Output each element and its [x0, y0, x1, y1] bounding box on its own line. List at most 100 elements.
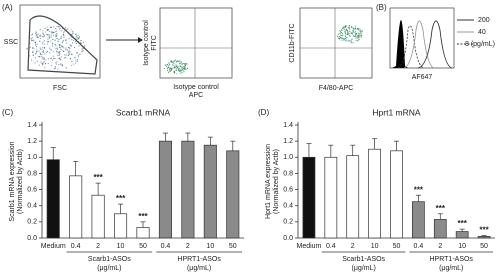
event-dot: [340, 35, 342, 37]
event-dot: [65, 54, 67, 56]
event-dot: [39, 29, 41, 31]
event-dot: [42, 62, 44, 64]
significance: ***: [138, 212, 148, 221]
event-dot: [181, 69, 183, 72]
event-dot: [352, 31, 355, 33]
event-dot: [352, 34, 355, 37]
event-dot: [67, 52, 70, 54]
event-dot: [65, 47, 67, 49]
event-dot: [39, 52, 41, 54]
event-dot: [53, 26, 55, 28]
event-dot: [355, 37, 357, 39]
event-dot: [168, 63, 171, 66]
event-dot: [62, 40, 64, 42]
group-unit: (μg/mL): [187, 265, 211, 272]
event-dot: [47, 62, 49, 65]
event-dot: [56, 61, 58, 63]
event-dot: [341, 37, 343, 39]
event-dot: [180, 70, 182, 72]
event-dot: [168, 70, 171, 73]
event-dot: [339, 30, 341, 32]
x-tick-label: 2: [96, 243, 100, 250]
significance: ***: [479, 226, 489, 235]
panel-label: (C): [2, 108, 13, 117]
event-dot: [35, 33, 38, 36]
event-dot: [74, 56, 76, 59]
event-dot: [338, 35, 341, 38]
event-dot: [344, 35, 347, 37]
event-dot: [35, 35, 37, 37]
y-tick-label: 0.6: [283, 186, 293, 193]
event-dot: [29, 46, 31, 49]
event-dot: [42, 51, 44, 53]
event-dot: [50, 35, 52, 37]
event-dot: [76, 52, 79, 54]
event-dot: [56, 30, 58, 32]
event-dot: [26, 48, 28, 50]
event-dot: [56, 51, 59, 53]
event-dot: [66, 49, 68, 51]
event-dot: [72, 39, 75, 42]
event-dot: [344, 40, 346, 42]
axis-label: CD11b-FITC: [289, 23, 296, 62]
group-label: HPRT1-ASOs: [177, 256, 221, 263]
arrow-head: [138, 37, 143, 43]
event-dot: [50, 40, 52, 42]
event-dot: [63, 34, 65, 36]
event-dot: [69, 51, 71, 53]
y-axis-label: (Normalized by Actb): [273, 149, 280, 214]
y-tick-label: 0.4: [27, 203, 37, 210]
event-dot: [68, 38, 70, 40]
y-tick-label: 0.0: [283, 235, 293, 242]
event-dot: [45, 52, 48, 54]
event-dot: [178, 71, 181, 73]
event-dot: [358, 33, 360, 35]
event-dot: [182, 70, 184, 72]
event-dot: [42, 30, 44, 32]
group-unit: (μg/mL): [97, 265, 121, 272]
x-tick-label: 2: [351, 243, 355, 250]
event-dot: [46, 43, 48, 45]
x-tick-label: 10: [371, 243, 379, 250]
event-dot: [52, 55, 55, 57]
event-dot: [40, 61, 42, 63]
event-dot: [175, 64, 177, 66]
event-dot: [359, 35, 361, 37]
event-dot: [69, 48, 71, 50]
event-dot: [60, 44, 62, 46]
event-dot: [171, 67, 173, 69]
legend-label: 40: [478, 29, 486, 36]
event-dot: [344, 25, 346, 28]
event-dot: [46, 50, 48, 53]
event-dot: [37, 33, 39, 35]
event-dot: [338, 33, 340, 35]
event-dot: [355, 33, 358, 35]
event-dot: [82, 41, 85, 43]
event-dot: [348, 33, 350, 35]
event-dot: [50, 31, 52, 33]
event-dot: [178, 67, 180, 69]
event-dot: [184, 67, 186, 69]
y-axis-label: Hprt1 mRNA expression: [265, 144, 272, 219]
event-dot: [57, 68, 59, 70]
event-dot: [346, 40, 348, 42]
event-dot: [343, 28, 345, 30]
event-dot: [186, 67, 189, 69]
event-dot: [65, 40, 67, 42]
event-dot: [178, 65, 180, 67]
event-dot: [32, 51, 34, 54]
event-dot: [345, 29, 347, 31]
event-dot: [40, 35, 42, 37]
event-dot: [354, 27, 356, 29]
bar: [346, 155, 360, 239]
event-dot: [51, 43, 53, 45]
event-dot: [47, 58, 49, 60]
event-dot: [350, 39, 352, 41]
event-dot: [57, 63, 60, 66]
event-dot: [49, 52, 51, 54]
event-dot: [352, 27, 354, 29]
chart-title: Hprt1 mRNA: [372, 107, 421, 117]
event-dot: [47, 40, 49, 43]
event-dot: [180, 61, 182, 63]
event-dot: [356, 27, 359, 30]
